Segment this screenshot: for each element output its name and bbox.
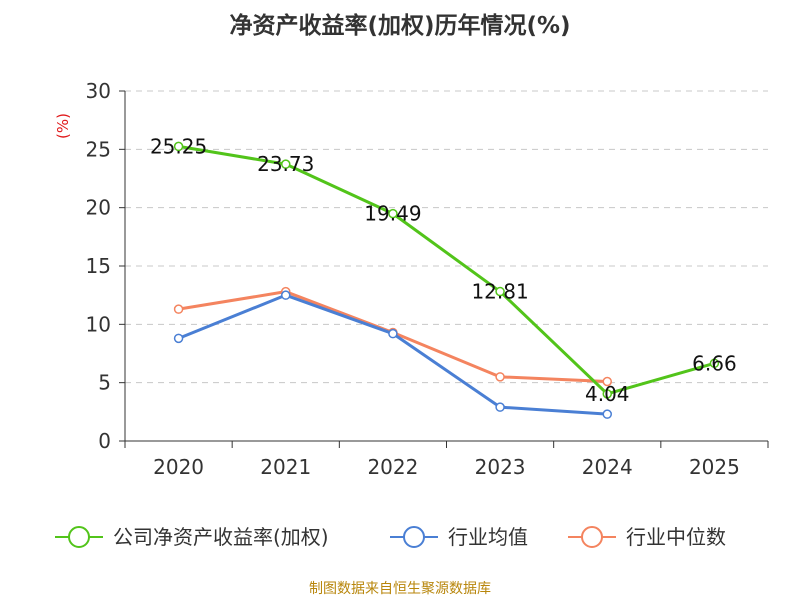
data-point <box>281 159 291 169</box>
data-point <box>495 372 505 382</box>
y-tick-label: 15 <box>86 254 111 278</box>
data-label: 23.73 <box>257 152 314 176</box>
y-tick-label: 0 <box>98 429 111 453</box>
legend-label: 公司净资产收益率(加权) <box>113 525 329 549</box>
legend: 公司净资产收益率(加权) 行业均值 行业中位数 <box>55 525 726 549</box>
x-tick-label: 2021 <box>260 455 311 479</box>
data-label: 12.81 <box>471 280 528 304</box>
data-label: 6.66 <box>692 351 737 375</box>
y-tick-label: 20 <box>86 196 111 220</box>
y-axis-unit-label: (%) <box>54 113 72 139</box>
y-tick-label: 30 <box>86 79 111 103</box>
legend-label: 行业均值 <box>448 525 528 549</box>
x-tick-label: 2022 <box>367 455 418 479</box>
x-tick-label: 2020 <box>153 455 204 479</box>
data-point <box>388 328 398 339</box>
data-point <box>602 409 612 419</box>
series-line-1 <box>178 293 608 416</box>
grid-lines <box>125 90 768 384</box>
y-tick-label: 25 <box>86 137 111 161</box>
chart-title: 净资产收益率(加权)历年情况(%) <box>229 13 571 39</box>
data-point <box>173 304 184 314</box>
x-tick-label: 2023 <box>475 455 526 479</box>
y-tick-label: 5 <box>98 371 111 395</box>
legend-marker <box>68 526 90 548</box>
data-labels: 25.25 23.73 19.49 12.81 4.04 6.66 <box>150 134 737 405</box>
series-lines <box>173 141 720 419</box>
data-point <box>602 376 612 387</box>
data-label: 4.04 <box>585 382 630 406</box>
data-point <box>281 290 291 300</box>
source-note: 制图数据来自恒生聚源数据库 <box>309 581 491 597</box>
data-point <box>495 286 505 297</box>
data-point <box>709 358 720 369</box>
data-label: 19.49 <box>364 202 421 226</box>
x-tick-label: 2024 <box>582 455 633 479</box>
legend-marker <box>581 526 603 548</box>
data-point <box>388 208 398 219</box>
legend-label: 行业中位数 <box>626 525 726 549</box>
data-point <box>173 333 184 344</box>
x-tick-label: 2025 <box>689 455 740 479</box>
legend-marker <box>403 526 425 548</box>
series-line-0 <box>178 144 715 396</box>
data-label: 25.25 <box>150 134 207 158</box>
data-point <box>173 141 184 152</box>
data-point <box>602 389 612 399</box>
y-tick-label: 10 <box>86 312 111 336</box>
data-point <box>495 402 505 412</box>
